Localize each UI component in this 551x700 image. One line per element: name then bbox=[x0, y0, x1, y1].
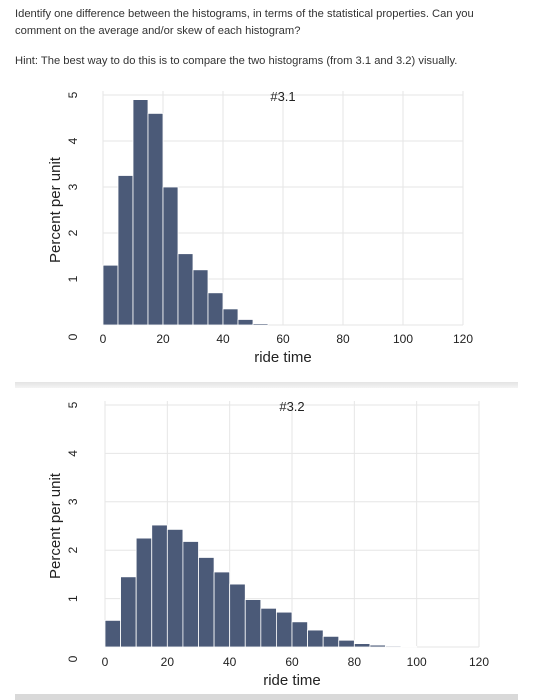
histogram-bar bbox=[151, 524, 168, 648]
histogram-bar bbox=[307, 629, 324, 648]
hint-text: Hint: The best way to do this is to comp… bbox=[15, 55, 458, 67]
histogram-bar bbox=[244, 599, 262, 648]
bottom-divider bbox=[15, 694, 518, 700]
question-line-2: comment on the average and/or skew of ea… bbox=[15, 25, 301, 37]
histogram-bar bbox=[291, 621, 308, 648]
section-divider bbox=[15, 382, 518, 388]
histogram-bar bbox=[385, 645, 402, 648]
x-tick-label: 40 bbox=[216, 332, 230, 346]
x-tick-label: 120 bbox=[453, 332, 473, 346]
histogram-bar bbox=[213, 571, 231, 648]
y-tick-label: 5 bbox=[66, 401, 80, 408]
x-tick-label: 0 bbox=[100, 332, 107, 346]
histogram-bar bbox=[353, 643, 371, 648]
y-tick-label: 0 bbox=[66, 655, 80, 662]
x-tick-label: 80 bbox=[336, 332, 350, 346]
x-axis-label: ride time bbox=[254, 349, 312, 366]
histogram-bar bbox=[260, 607, 277, 648]
histogram-bar bbox=[252, 323, 269, 326]
x-tick-label: 80 bbox=[348, 655, 362, 669]
y-tick-label: 0 bbox=[66, 333, 80, 340]
histogram-bar bbox=[237, 319, 254, 326]
question-line-1: Identify one difference between the hist… bbox=[15, 8, 474, 20]
x-tick-label: 100 bbox=[407, 655, 427, 669]
question-text: Identify one difference between the hist… bbox=[15, 6, 540, 70]
y-tick-label: 4 bbox=[66, 450, 80, 457]
x-tick-label: 20 bbox=[161, 655, 175, 669]
histogram-3-1: 0 20 40 60 80 100 120 0 1 2 3 4 5 #3.1 ride time Percen… bbox=[47, 89, 473, 366]
histogram-bar bbox=[166, 528, 184, 648]
y-tick-label: 1 bbox=[66, 595, 80, 602]
histogram-bar bbox=[104, 619, 121, 648]
y-tick-label: 1 bbox=[66, 275, 80, 282]
x-tick-label: 120 bbox=[469, 655, 489, 669]
x-axis-label: ride time bbox=[263, 672, 321, 689]
x-tick-label: 60 bbox=[276, 332, 290, 346]
y-tick-label: 2 bbox=[66, 229, 80, 236]
histogram-bar bbox=[120, 576, 137, 648]
histogram-bar bbox=[222, 308, 239, 326]
histogram-bar bbox=[198, 557, 215, 648]
x-tick-label: 20 bbox=[156, 332, 170, 346]
chart-title: #3.1 bbox=[270, 89, 295, 104]
y-tick-label: 5 bbox=[66, 91, 80, 98]
histogram-bar bbox=[135, 537, 153, 648]
histogram-bar bbox=[369, 644, 386, 648]
x-tick-label: 0 bbox=[102, 655, 109, 669]
y-tick-label: 3 bbox=[66, 183, 80, 190]
y-tick-label: 3 bbox=[66, 498, 80, 505]
histogram-bar bbox=[276, 611, 293, 648]
x-tick-label: 100 bbox=[393, 332, 413, 346]
y-tick-label: 2 bbox=[66, 547, 80, 554]
y-axis-label: Percent per unit bbox=[47, 156, 64, 263]
histogram-bar bbox=[229, 583, 246, 648]
y-axis-label: Percent per unit bbox=[47, 472, 64, 579]
histogram-bar bbox=[322, 635, 340, 648]
histogram-bar bbox=[338, 639, 355, 648]
chart-title: #3.2 bbox=[279, 399, 304, 414]
histogram-bar bbox=[182, 541, 199, 648]
x-tick-label: 40 bbox=[223, 655, 237, 669]
x-tick-label: 60 bbox=[285, 655, 299, 669]
y-tick-label: 4 bbox=[66, 137, 80, 144]
